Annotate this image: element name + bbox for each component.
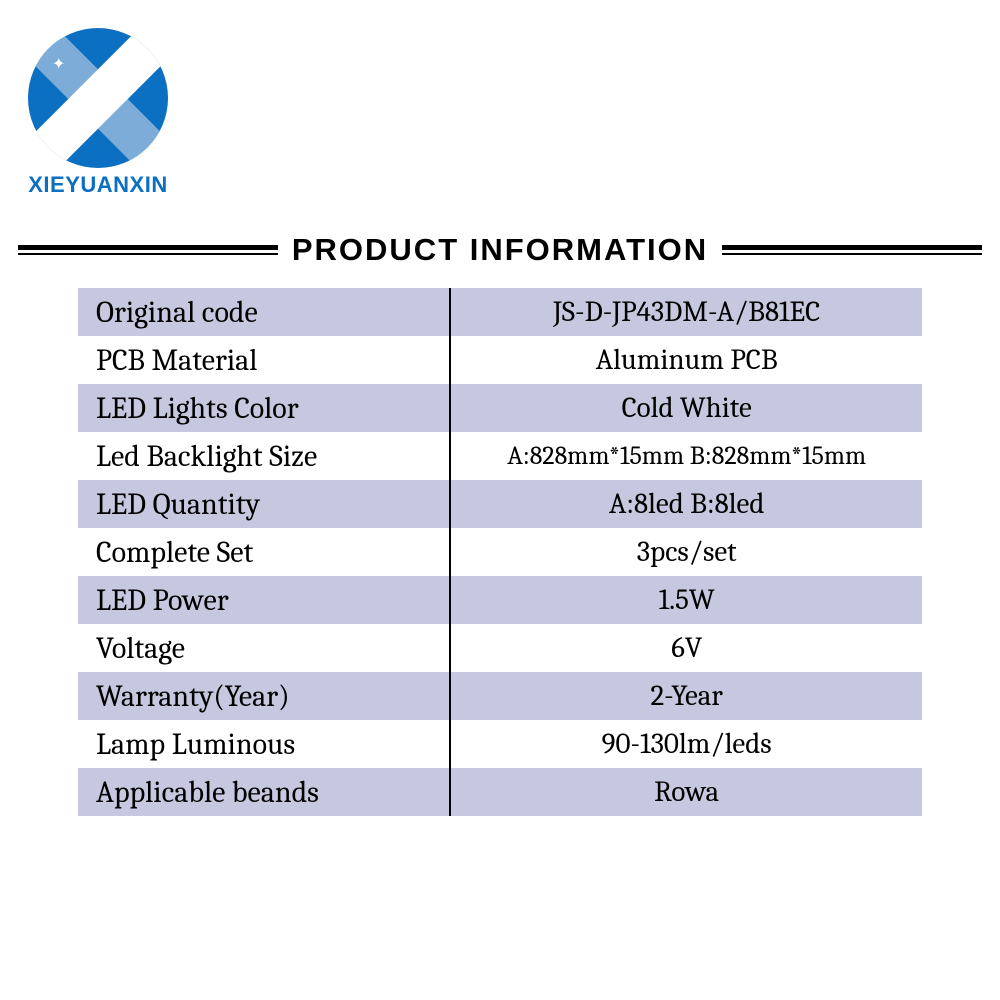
table-row: PCB Material Aluminum PCB (78, 336, 922, 384)
brand-logo-icon: ✦ (28, 28, 168, 168)
spec-value: 2-Year (451, 680, 922, 713)
spec-label: Original code (78, 295, 449, 330)
divider-line-left (18, 245, 278, 255)
table-row: LED Quantity A:8led B:8led (78, 480, 922, 528)
spec-value: 90-130lm/leds (451, 728, 922, 761)
spec-value: Aluminum PCB (451, 344, 922, 377)
table-row: Voltage 6V (78, 624, 922, 672)
table-row: Lamp Luminous 90-130lm/leds (78, 720, 922, 768)
table-row: Complete Set 3pcs/set (78, 528, 922, 576)
spec-table: Original code JS-D-JP43DM-A/B81EC PCB Ma… (78, 288, 922, 816)
brand-name: XIEYUANXIN (28, 172, 168, 198)
spec-label: Voltage (78, 631, 449, 666)
divider-line-right (722, 245, 982, 255)
table-row: Applicable beands Rowa (78, 768, 922, 816)
spec-label: LED Lights Color (78, 391, 449, 426)
spec-value: Rowa (451, 776, 922, 809)
spec-value: JS-D-JP43DM-A/B81EC (451, 296, 922, 329)
spec-label: Complete Set (78, 535, 449, 570)
section-divider: PRODUCT INFORMATION (18, 232, 982, 268)
spec-value: Cold White (451, 392, 922, 425)
brand-logo-block: ✦ XIEYUANXIN (28, 28, 168, 198)
spec-label: Warranty(Year) (78, 679, 449, 714)
spec-label: Led Backlight Size (78, 439, 449, 474)
table-row: LED Lights Color Cold White (78, 384, 922, 432)
table-row: Led Backlight Size A:828mm*15mm B:828mm*… (78, 432, 922, 480)
spec-label: Applicable beands (78, 775, 449, 810)
spec-value: 6V (451, 632, 922, 665)
spec-label: LED Power (78, 583, 449, 618)
spec-label: PCB Material (78, 343, 449, 378)
spec-label: LED Quantity (78, 487, 449, 522)
spec-value: 3pcs/set (451, 536, 922, 569)
section-title: PRODUCT INFORMATION (278, 232, 722, 268)
spec-value: 1.5W (451, 584, 922, 617)
table-row: LED Power 1.5W (78, 576, 922, 624)
spec-label: Lamp Luminous (78, 727, 449, 762)
table-row: Warranty(Year) 2-Year (78, 672, 922, 720)
spec-value: A:828mm*15mm B:828mm*15mm (451, 441, 922, 471)
table-row: Original code JS-D-JP43DM-A/B81EC (78, 288, 922, 336)
spec-value: A:8led B:8led (451, 488, 922, 521)
